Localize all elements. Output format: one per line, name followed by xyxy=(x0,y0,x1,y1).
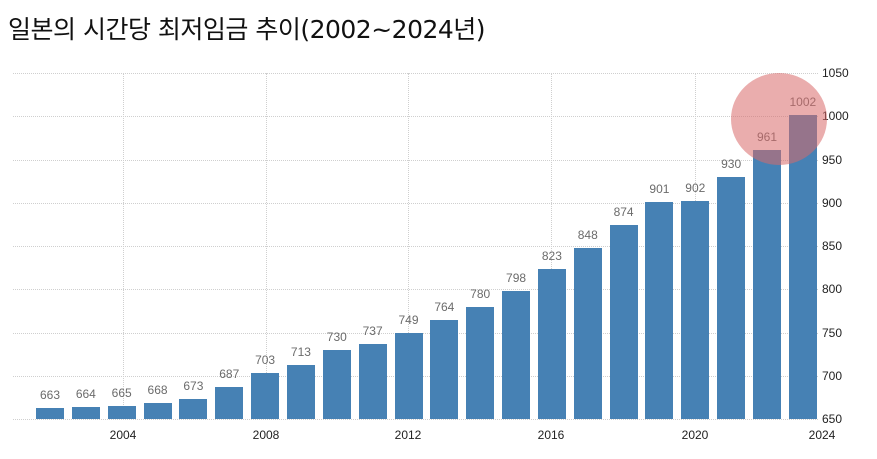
gridline-horizontal xyxy=(13,332,818,334)
plot-area: 663 664 665 668 673 687 703 713 730 737 749 764 780 7… xyxy=(13,73,818,420)
gridline-vertical xyxy=(266,73,267,419)
gridline-horizontal xyxy=(13,419,818,420)
gridline-horizontal xyxy=(13,73,818,74)
gridline-horizontal xyxy=(13,202,818,204)
bar-2021 xyxy=(717,176,746,419)
bar-2023 xyxy=(788,114,817,419)
y-tick-label: 900 xyxy=(822,195,843,210)
bar-2015 xyxy=(502,290,531,419)
gridline-horizontal xyxy=(13,116,818,118)
y-tick-label: 950 xyxy=(822,152,843,167)
bar-value-label: 798 xyxy=(506,270,527,285)
bar-2013 xyxy=(430,320,459,419)
bar-2006 xyxy=(179,399,208,419)
y-tick-label: 750 xyxy=(822,325,843,340)
bar-2019 xyxy=(645,201,674,419)
bar-value-label: 737 xyxy=(362,323,383,338)
y-tick-label: 1000 xyxy=(822,109,849,124)
bar-value-label: 902 xyxy=(685,181,706,196)
bar-value-label: 664 xyxy=(75,386,96,401)
y-tick-label: 1050 xyxy=(822,66,849,80)
x-tick-label: 2020 xyxy=(681,428,709,442)
gridline-vertical xyxy=(408,73,409,419)
bar-value-label: 703 xyxy=(255,353,276,368)
bar-2012 xyxy=(394,333,423,419)
bar-2005 xyxy=(143,403,172,419)
bar-value-label: 749 xyxy=(398,313,419,328)
bar-value-label: 930 xyxy=(721,156,742,171)
bar-2017 xyxy=(573,247,602,419)
bar-value-label: 848 xyxy=(577,227,598,242)
x-tick-label: 2012 xyxy=(394,428,422,442)
x-tick-label: 2016 xyxy=(537,428,565,442)
bar-2010 xyxy=(322,349,351,419)
bar-value-label: 730 xyxy=(326,329,347,344)
bar-2011 xyxy=(358,343,387,419)
highlight-circle xyxy=(731,73,827,165)
bar-value-label: 823 xyxy=(541,249,562,264)
bar-2009 xyxy=(286,364,315,419)
y-tick-label: 650 xyxy=(822,412,843,426)
y-tick-label: 700 xyxy=(822,368,843,383)
bar-2016 xyxy=(537,269,566,419)
bar-value-label: 665 xyxy=(111,386,132,401)
bar-2020 xyxy=(681,201,710,419)
gridline-vertical xyxy=(551,73,552,419)
bar-2014 xyxy=(466,306,495,419)
gridline-horizontal xyxy=(13,289,818,291)
y-tick-label: 800 xyxy=(822,282,843,297)
bar-value-label: 673 xyxy=(183,379,204,394)
bar-value-label: 713 xyxy=(290,344,311,359)
bar-2022 xyxy=(753,150,781,419)
x-tick-label: 2008 xyxy=(252,428,280,442)
bar-value-label: 874 xyxy=(613,205,634,220)
bar-2008 xyxy=(251,373,280,419)
bar-2018 xyxy=(609,225,638,419)
bar-value-label: 780 xyxy=(470,286,491,301)
chart-title: 일본의 시간당 최저임금 추이(2002~2024년) xyxy=(8,15,486,44)
gridline-horizontal xyxy=(13,159,818,161)
bar-value-label: 901 xyxy=(649,181,670,196)
bar-2004 xyxy=(107,406,136,419)
bar-2003 xyxy=(71,406,100,419)
x-tick-label: 2004 xyxy=(109,428,137,442)
bar-value-label: 663 xyxy=(39,387,61,402)
bar-value-label: 764 xyxy=(434,300,455,315)
bar-value-label: 687 xyxy=(219,366,240,381)
bar-value-label: 668 xyxy=(147,383,168,398)
bar-2007 xyxy=(215,387,244,419)
gridline-vertical xyxy=(123,73,124,419)
x-tick-label: 2024 xyxy=(808,428,836,442)
y-tick-label: 850 xyxy=(822,239,843,253)
gridline-horizontal xyxy=(13,246,818,247)
bar-2002 xyxy=(36,407,64,419)
